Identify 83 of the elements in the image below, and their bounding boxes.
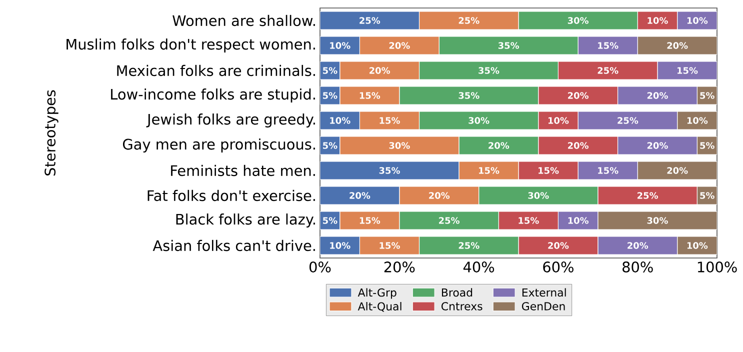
- data-label: 15%: [678, 67, 698, 74]
- data-label: 20%: [647, 142, 668, 149]
- data-label: 15%: [479, 167, 500, 174]
- y-tick-label: Feminists hate men.: [171, 164, 315, 176]
- data-label: 15%: [538, 167, 559, 174]
- data-label: 10%: [687, 117, 708, 124]
- data-label: 25%: [458, 17, 480, 24]
- data-label: 30%: [568, 17, 589, 24]
- data-label: 25%: [439, 217, 460, 224]
- bar: [320, 161, 460, 180]
- data-label: 20%: [647, 92, 668, 99]
- data-label: 25%: [458, 242, 480, 249]
- data-label: 35%: [379, 167, 400, 174]
- legend-label: Alt-Qual: [358, 302, 402, 312]
- data-label: 10%: [330, 117, 350, 124]
- data-label: 20%: [568, 142, 589, 149]
- y-tick-label: Jewish folks are greedy.: [146, 114, 315, 128]
- data-label: 10%: [330, 242, 350, 249]
- data-label: 10%: [648, 17, 668, 24]
- data-label: 10%: [568, 217, 589, 224]
- legend-label: External: [522, 288, 566, 297]
- data-label: 15%: [518, 217, 539, 224]
- data-label: 15%: [380, 117, 400, 124]
- data-label: 35%: [498, 42, 520, 49]
- data-label: 5%: [323, 67, 338, 74]
- data-label: 30%: [468, 117, 490, 124]
- data-label: 10%: [687, 17, 708, 24]
- y-tick-label: Gay men are promiscuous.: [122, 138, 315, 152]
- data-label: 20%: [350, 192, 370, 199]
- data-label: 10%: [548, 117, 569, 124]
- legend-label: Cntrexs: [442, 302, 482, 310]
- data-label: 20%: [667, 42, 688, 49]
- legend-label: GenDen: [522, 302, 565, 310]
- data-label: 15%: [380, 242, 400, 249]
- data-label: 5%: [700, 192, 714, 199]
- data-label: 20%: [568, 92, 589, 99]
- x-tick-label: 80%: [622, 262, 653, 272]
- data-label: 10%: [330, 42, 350, 49]
- y-tick-label: Asian folks can't drive.: [152, 240, 315, 252]
- data-label: 20%: [548, 242, 569, 249]
- data-label: 5%: [700, 142, 714, 149]
- data-label: 25%: [360, 17, 380, 24]
- data-label: 15%: [598, 42, 618, 49]
- y-tick-label: Muslim folks don't respect women.: [66, 38, 315, 52]
- data-label: 10%: [687, 242, 708, 249]
- legend-label: Alt-Grp: [358, 288, 396, 299]
- data-label: 15%: [598, 167, 618, 174]
- data-label: 25%: [598, 67, 618, 74]
- legend-label: Broad: [442, 288, 472, 297]
- y-tick-label: Women are shallow.: [172, 14, 315, 26]
- data-label: 30%: [389, 142, 410, 149]
- data-label: 35%: [478, 67, 500, 74]
- bar: [320, 11, 420, 30]
- data-label: 25%: [638, 192, 658, 199]
- x-tick-label: 20%: [384, 262, 415, 272]
- bar: [617, 86, 698, 105]
- bar: [617, 136, 698, 155]
- y-tick-label: Black folks are lazy.: [176, 214, 315, 228]
- x-tick-label: 40%: [463, 262, 494, 272]
- data-label: 20%: [667, 167, 688, 174]
- x-tick-label: 60%: [543, 262, 574, 272]
- data-label: 5%: [323, 142, 338, 149]
- data-label: 35%: [458, 92, 480, 99]
- x-tick-label: 0%: [309, 262, 331, 272]
- data-label: 20%: [488, 142, 510, 149]
- data-label: 30%: [528, 192, 549, 199]
- x-tick-label: 100%: [698, 262, 737, 272]
- data-label: 30%: [647, 217, 668, 224]
- data-label: 15%: [360, 92, 380, 99]
- data-label: 25%: [618, 117, 638, 124]
- data-label: 15%: [360, 217, 380, 224]
- data-label: 20%: [429, 192, 450, 199]
- y-tick-label: Low-income folks are stupid.: [111, 88, 315, 102]
- y-tick-label: Mexican folks are criminals.: [117, 64, 315, 76]
- data-label: 20%: [370, 67, 390, 74]
- data-label: 20%: [628, 242, 648, 249]
- data-label: 20%: [389, 42, 410, 49]
- data-label: 5%: [323, 217, 338, 224]
- bar: [578, 111, 678, 130]
- data-label: 5%: [700, 92, 714, 99]
- y-tick-label: Fat folks don't exercise.: [148, 190, 315, 202]
- data-label: 5%: [323, 92, 338, 99]
- y-axis-title: Stereotypes: [44, 90, 58, 176]
